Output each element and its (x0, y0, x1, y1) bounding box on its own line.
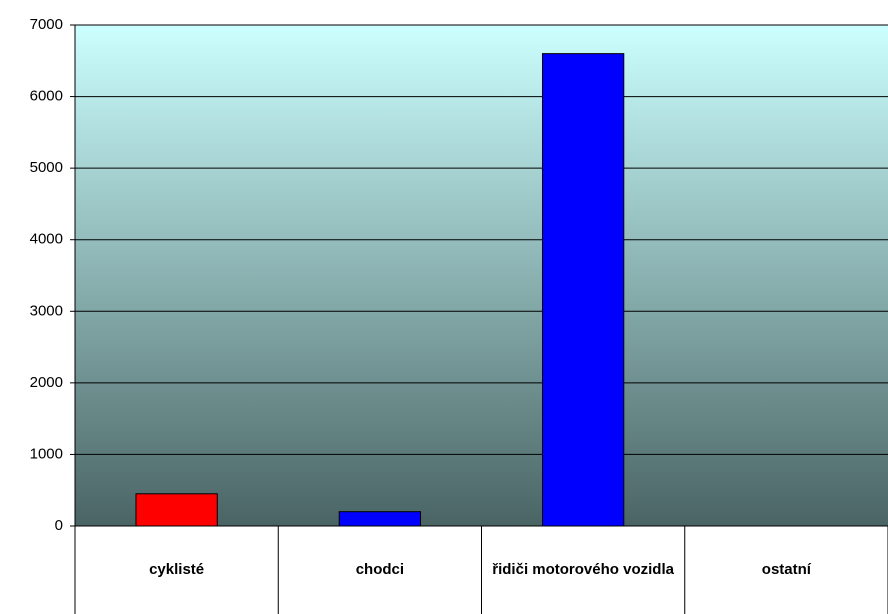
x-tick-label: cyklisté (149, 561, 205, 578)
x-tick-label-box: ostatní (761, 561, 811, 578)
y-tick-label: 0 (55, 517, 63, 534)
x-tick-label: ostatní (761, 561, 811, 578)
x-tick-label-box: cyklisté (149, 561, 205, 578)
y-tick-label: 4000 (30, 231, 63, 248)
y-tick-label: 1000 (30, 445, 63, 462)
y-tick-label: 3000 (30, 302, 63, 319)
x-tick-label-box: chodci (355, 561, 405, 578)
bar (338, 511, 422, 527)
x-tick-label-box: řidiči motorového vozidla (492, 561, 674, 578)
x-tick-label: chodci (355, 561, 405, 578)
x-tick-label: řidiči motorového vozidla (492, 561, 674, 578)
y-tick-label: 7000 (30, 16, 63, 33)
bar (135, 493, 218, 527)
y-tick-label: 5000 (30, 159, 63, 176)
y-tick-label: 2000 (30, 374, 63, 391)
bar (541, 53, 625, 527)
y-tick-label: 6000 (30, 88, 63, 105)
plot-area (75, 25, 888, 526)
